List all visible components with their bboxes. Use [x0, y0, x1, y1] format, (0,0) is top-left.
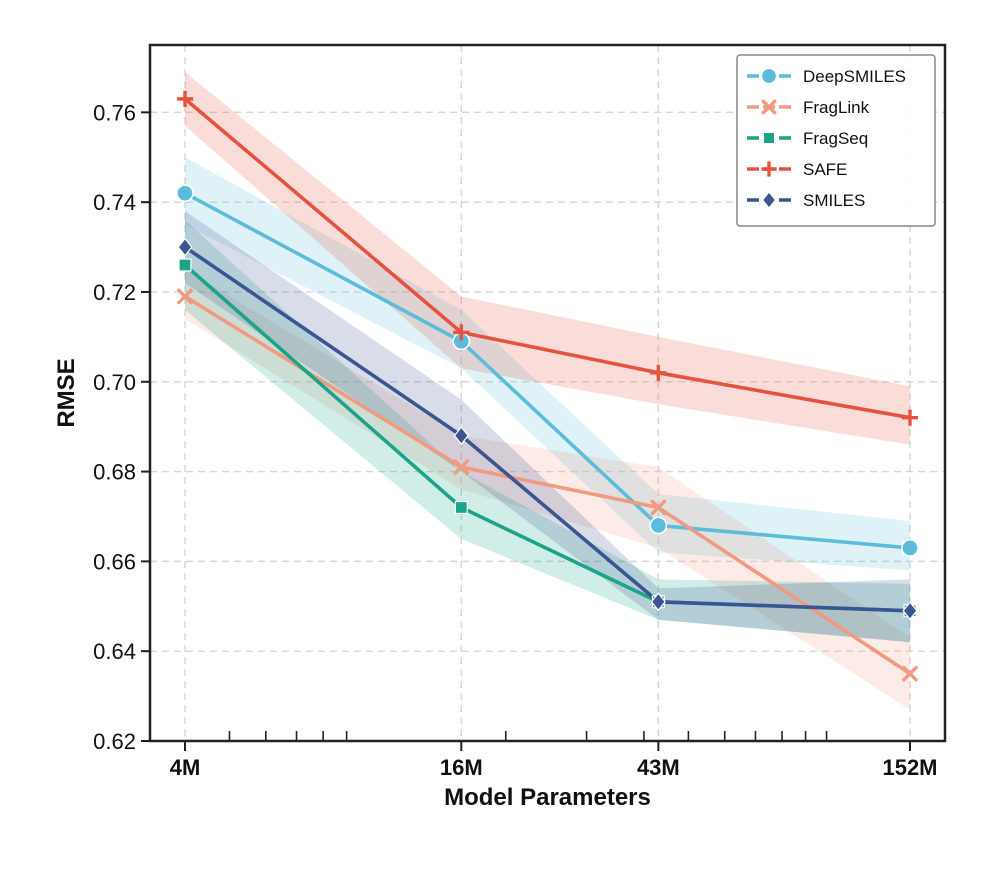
y-axis-ticks: 0.62 0.64 0.66 0.68 0.70 0.72 0.74 0.76 — [93, 100, 150, 754]
deepsmiles-confidence-band — [185, 157, 910, 571]
safe-line — [183, 97, 911, 420]
y-tick-label: 0.68 — [93, 460, 136, 485]
marker-stroke — [650, 499, 667, 516]
legend-label-safe: SAFE — [803, 160, 847, 179]
legend-label-smiles: SMILES — [803, 191, 865, 210]
x-tick-label: 43M — [637, 755, 680, 780]
fraglink-point — [177, 288, 193, 305]
x-tick-label: 16M — [440, 755, 483, 780]
marker-stroke — [902, 665, 918, 682]
safe-point — [650, 364, 667, 381]
smiles-point — [902, 601, 918, 621]
legend-label-fragseq: FragSeq — [803, 129, 868, 148]
legend-marker-deepsmiles — [760, 67, 778, 85]
smiles-point — [650, 592, 666, 612]
grid-lines — [150, 45, 945, 741]
legend-marker-fraglink — [761, 99, 777, 115]
plot-frame — [148, 43, 947, 743]
fraglink-confidence-band — [185, 269, 910, 710]
fraglink-point — [902, 665, 918, 682]
deepsmiles-point — [176, 184, 194, 203]
marker-stroke — [453, 459, 470, 475]
series-lines — [183, 97, 911, 676]
legend: DeepSMILES FragLink FragSeq SAFE SMILES — [736, 54, 936, 227]
safe-point — [901, 409, 919, 426]
legend-marker-fragseq — [762, 131, 776, 145]
y-tick-label: 0.70 — [93, 370, 136, 395]
y-tick-label: 0.62 — [93, 729, 136, 754]
y-axis-title: RMSE — [53, 358, 80, 427]
marker-stroke — [177, 288, 193, 305]
legend-label-fraglink: FragLink — [803, 98, 870, 117]
smiles-point — [453, 426, 469, 446]
series-markers — [176, 90, 919, 682]
y-tick-label: 0.72 — [93, 280, 136, 305]
y-tick-label: 0.64 — [93, 639, 136, 664]
fragseq-point — [178, 258, 192, 272]
smiles-line — [183, 245, 911, 613]
fraglink-point — [453, 459, 470, 475]
fraglink-line — [184, 294, 911, 676]
deepsmiles-line — [184, 191, 911, 550]
x-axis-title: Model Parameters — [444, 784, 651, 811]
deepsmiles-point — [901, 539, 919, 557]
fragseq-confidence-band — [185, 220, 910, 643]
marker-stroke — [761, 99, 777, 115]
x-tick-label: 152M — [882, 755, 937, 780]
smiles-point — [177, 237, 193, 257]
x-axis-ticks: 4M 16M 43M 152M — [170, 731, 938, 780]
safe-confidence-band — [185, 71, 910, 445]
legend-box — [736, 54, 936, 227]
x-tick-label: 4M — [170, 755, 201, 780]
y-tick-label: 0.66 — [93, 549, 136, 574]
y-tick-label: 0.76 — [93, 100, 136, 125]
fraglink-point — [650, 499, 667, 516]
legend-marker-safe — [761, 161, 777, 177]
fragseq-point — [454, 500, 468, 515]
safe-point — [176, 90, 194, 107]
confidence-bands — [185, 71, 910, 710]
smiles-confidence-band — [185, 211, 910, 643]
deepsmiles-point — [649, 516, 668, 535]
y-tick-label: 0.74 — [93, 190, 136, 215]
safe-point — [453, 324, 470, 341]
legend-label-deepsmiles: DeepSMILES — [803, 67, 906, 86]
legend-marker-smiles — [761, 191, 777, 209]
